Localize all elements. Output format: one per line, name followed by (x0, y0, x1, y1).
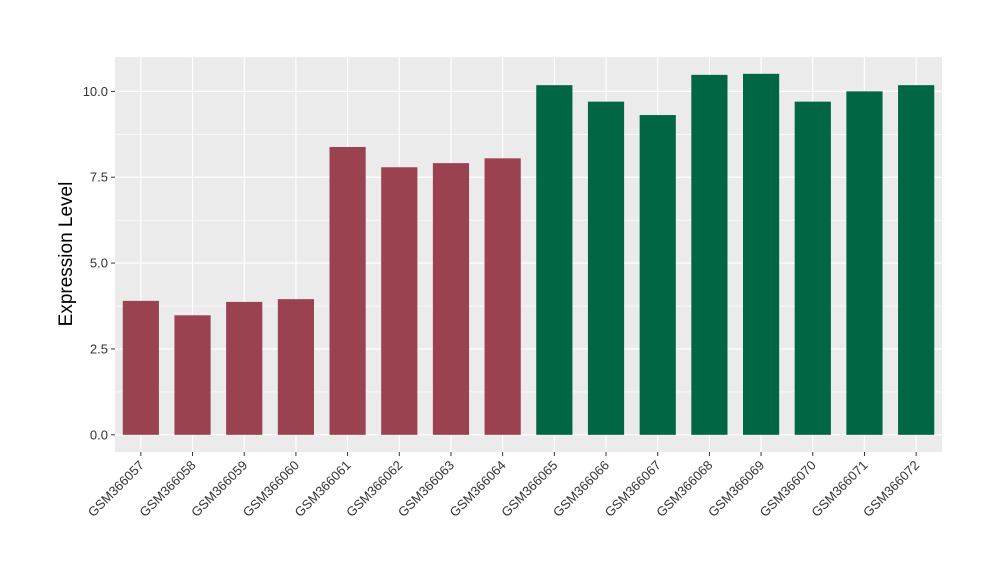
y-axis-title: Expression Level (56, 182, 77, 327)
bars (122, 73, 935, 435)
bar-GSM366065 (536, 85, 573, 435)
bar-GSM366063 (432, 163, 470, 435)
bar-GSM366057 (122, 300, 159, 435)
bar-GSM366069 (743, 73, 780, 435)
bar-GSM366058 (174, 315, 211, 435)
bar-GSM366068 (691, 74, 728, 435)
y-tick-label: 0.0 (90, 427, 108, 442)
bar-GSM366070 (794, 101, 831, 435)
x-tick-label: GSM366072 (860, 458, 922, 520)
x-axis-ticks: GSM366057GSM366058GSM366059GSM366060GSM3… (85, 452, 922, 520)
y-tick-label: 7.5 (90, 170, 108, 185)
bar-GSM366067 (639, 115, 676, 435)
bar-GSM366059 (226, 301, 263, 435)
bar-GSM366071 (846, 91, 883, 435)
y-tick-label: 5.0 (90, 256, 108, 271)
y-tick-label: 2.5 (90, 341, 108, 356)
y-tick-label: 10.0 (83, 84, 108, 99)
bar-GSM366062 (381, 167, 418, 435)
bar-GSM366060 (277, 299, 314, 435)
bar-GSM366064 (484, 158, 521, 435)
bar-GSM366072 (898, 85, 935, 435)
y-axis-ticks: 0.0 2.5 5.0 7.5 10.0 (83, 84, 115, 442)
bar-GSM366061 (329, 146, 366, 435)
bar-GSM366066 (587, 101, 625, 435)
